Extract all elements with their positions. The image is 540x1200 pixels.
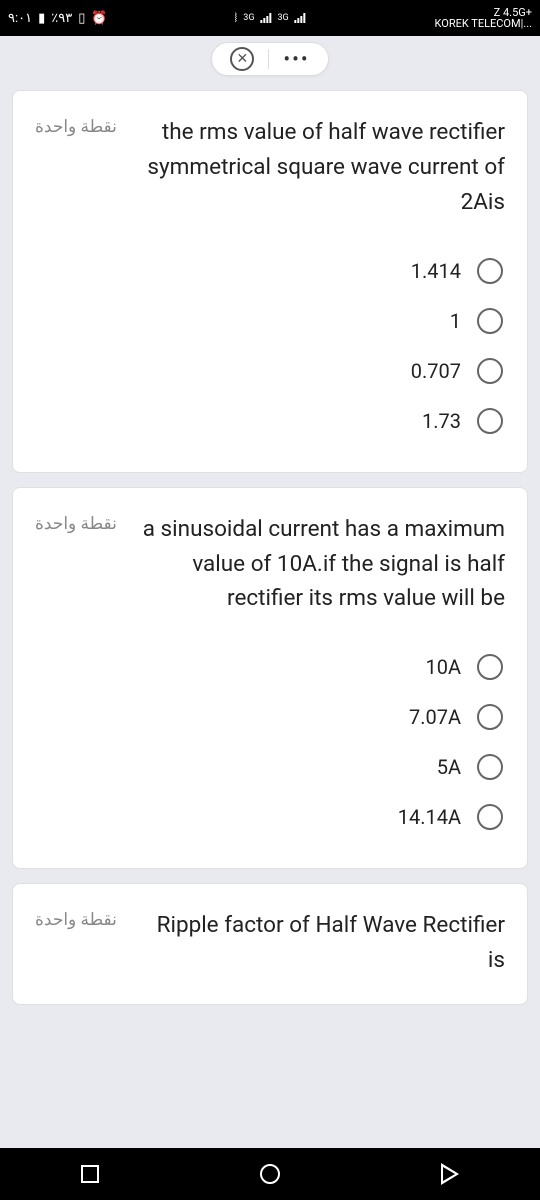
signal-3g-2: 3G [277,13,288,23]
question-text: the rms value of half wave rectifier sym… [135,115,505,220]
radio-icon[interactable] [477,804,503,830]
question-card: نقطة واحدة Ripple factor of Half Wave Re… [12,883,528,1005]
status-bar: ٩:٠١ ▮ ٪٩٣ ▯ ⏰ Z 4.5G+ KOREK TELECOM|...… [0,0,540,36]
status-left: ٩:٠١ ▮ ٪٩٣ ▯ ⏰ [8,11,108,26]
battery-icon: ▮ [38,11,45,26]
question-card: نقطة واحدة the rms value of half wave re… [12,90,528,473]
vibrate-icon: ▯ [78,11,85,26]
back-button[interactable] [441,1163,459,1185]
radio-icon[interactable] [477,654,503,680]
form-content: نقطة واحدة the rms value of half wave re… [0,90,540,1005]
signal-icon-1 [260,13,271,23]
option-row[interactable]: 7.07A [35,692,505,742]
radio-icon[interactable] [477,358,503,384]
radio-icon[interactable] [477,258,503,284]
alarm-icon: ⏰ [91,11,107,26]
form-toolbar: ✕ ••• [0,36,540,76]
more-menu-button[interactable]: ••• [283,47,309,71]
option-label: 1 [450,309,461,333]
option-row[interactable]: 1 [35,296,505,346]
points-label: نقطة واحدة [35,115,117,137]
radio-icon[interactable] [477,754,503,780]
battery-text: ٪٩٣ [51,11,72,26]
options-group: 10A 7.07A 5A 14.14A [35,642,505,842]
option-row[interactable]: 0.707 [35,346,505,396]
signal-3g-1: 3G [243,13,254,23]
signal-icon-2 [295,13,306,23]
option-label: 7.07A [409,705,461,729]
option-row[interactable]: 1.73 [35,396,505,446]
radio-icon[interactable] [477,704,503,730]
carrier-text: KOREK TELECOM|... [435,18,532,29]
option-label: 10A [425,655,461,679]
option-label: 14.14A [398,805,461,829]
home-button[interactable] [260,1164,280,1184]
option-row[interactable]: 5A [35,742,505,792]
clock-text: ٩:٠١ [8,11,32,26]
question-card: نقطة واحدة a sinusoidal current has a ma… [12,487,528,870]
clear-button[interactable]: ✕ [230,47,254,71]
points-label: نقطة واحدة [35,512,117,534]
status-right: Z 4.5G+ KOREK TELECOM|... [435,7,532,29]
option-label: 0.707 [411,359,461,383]
options-group: 1.414 1 0.707 1.73 [35,246,505,446]
option-label: 1.414 [411,259,461,283]
option-row[interactable]: 1.414 [35,246,505,296]
option-row[interactable]: 14.14A [35,792,505,842]
radio-icon[interactable] [477,408,503,434]
radio-icon[interactable] [477,308,503,334]
nav-bar [0,1148,540,1200]
recent-apps-button[interactable] [81,1165,99,1183]
option-label: 5A [437,755,461,779]
points-label: نقطة واحدة [35,908,117,930]
wifi-icon: ⧘ [234,10,237,26]
question-text: Ripple factor of Half Wave Rectifier is [135,908,505,978]
option-row[interactable]: 10A [35,642,505,692]
toolbar-separator [268,49,269,69]
option-label: 1.73 [422,409,461,433]
question-text: a sinusoidal current has a maximum value… [135,512,505,617]
